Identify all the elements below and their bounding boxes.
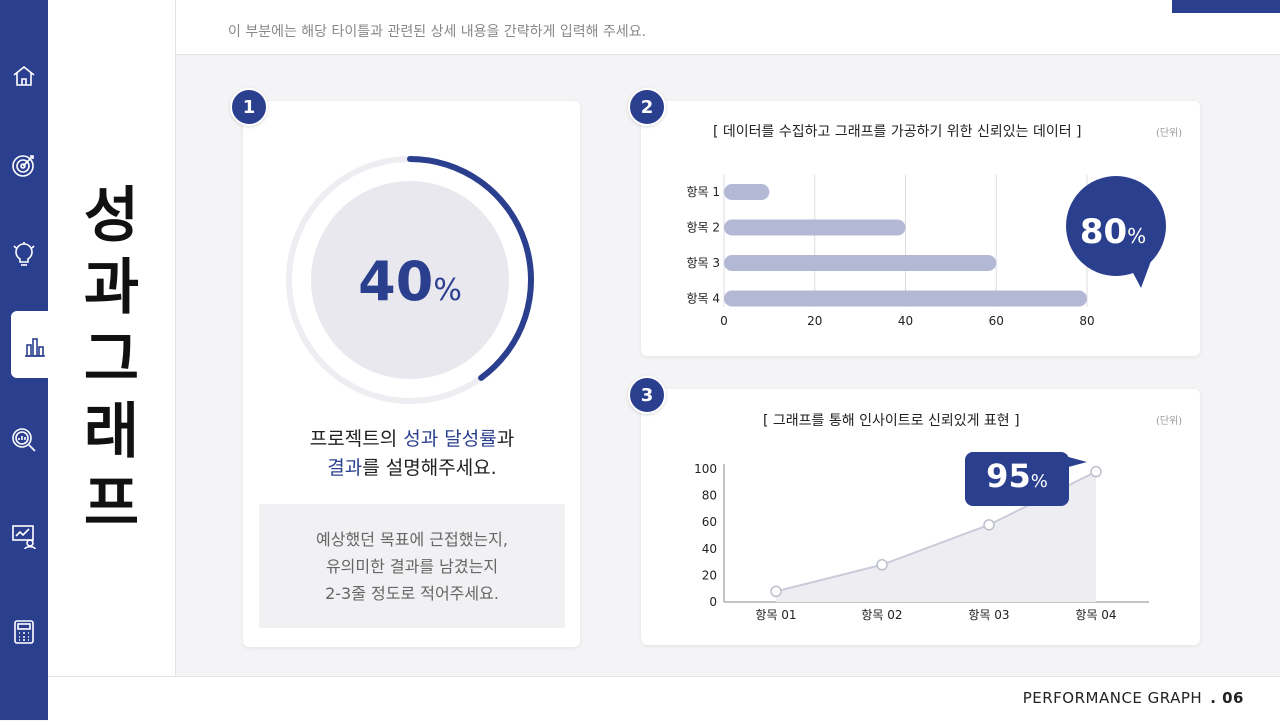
donut-value-sign: %: [433, 273, 462, 308]
desc-highlight: 결과: [327, 457, 363, 479]
area-y-tick-label: 80: [702, 489, 717, 503]
bar-x-tick-label: 0: [720, 314, 728, 328]
area-point: [770, 585, 782, 598]
callout-sign: %: [1031, 471, 1048, 492]
bubble-tail: [1131, 261, 1151, 288]
page-title: 성 과 그 래 프: [48, 180, 175, 540]
note-line: 유의미한 결과를 남겼는지: [325, 556, 499, 576]
bar-x-tick-label: 20: [807, 314, 822, 328]
bar-category-label: 항목 1: [686, 185, 720, 199]
donut-inner: [311, 181, 509, 379]
sidebar: [0, 0, 71, 720]
bar-chart-unit: (단위): [1156, 128, 1183, 139]
note-line: 2-3줄 정도로 적어주세요.: [325, 583, 499, 603]
bar: [724, 219, 906, 236]
callout-annotation: 95%: [965, 452, 1087, 506]
note-box: 예상했던 목표에 근접했는지, 유의미한 결과를 남겼는지 2-3줄 정도로 적…: [259, 504, 565, 628]
bar-chart-icon: [22, 333, 48, 363]
bar-category-label: 항목 3: [686, 256, 720, 270]
bubble-label: 80%: [1080, 212, 1146, 252]
desc-text: 프로젝트의: [309, 428, 404, 450]
area-y-tick-label: 100: [694, 462, 717, 476]
footer: PERFORMANCE GRAPH . 06: [48, 676, 1280, 721]
title-char: 성: [83, 181, 140, 251]
bar-category-label: 항목 2: [686, 221, 720, 235]
line-chart-unit: (단위): [1156, 416, 1183, 427]
title-char: 과: [83, 253, 140, 323]
callout-label: 95%: [986, 457, 1048, 495]
search-analytics-icon[interactable]: [10, 426, 38, 454]
area-point: [983, 519, 995, 531]
header-subtitle: 이 부분에는 해당 타이틀과 관련된 상세 내용을 간략하게 입력해 주세요.: [228, 24, 647, 40]
callout-tail: [1061, 455, 1087, 469]
header: 이 부분에는 해당 타이틀과 관련된 상세 내용을 간략하게 입력해 주세요.: [176, 0, 1280, 55]
donut-value: 40%: [310, 250, 510, 313]
footer-title: PERFORMANCE GRAPH: [1022, 689, 1203, 707]
bubble-annotation: 80%: [1066, 176, 1166, 288]
bar: [724, 290, 1087, 307]
bar-x-tick-label: 40: [898, 314, 913, 328]
footer-label: PERFORMANCE GRAPH . 06: [1023, 689, 1244, 707]
area-x-tick-label: 항목 03: [968, 608, 1009, 622]
bar-chart-title: [ 데이터를 수집하고 그래프를 가공하기 위한 신뢰있는 데이터 ]: [713, 124, 1082, 140]
area-y-tick-label: 40: [702, 542, 717, 556]
callout-shape: [965, 452, 1069, 506]
header-accent-bar: [1172, 0, 1280, 13]
lightbulb-icon[interactable]: [10, 240, 38, 268]
card3-number-badge: 3: [628, 376, 666, 414]
area-x-tick-label: 항목 02: [861, 608, 902, 622]
presentation-icon[interactable]: [10, 523, 38, 551]
donut-value-number: 40: [358, 250, 434, 313]
page-number: . 06: [1210, 689, 1244, 707]
title-column: 성 과 그 래 프: [48, 0, 176, 676]
line-chart-title: [ 그래프를 통해 인사이트로 신뢰있게 표현 ]: [763, 413, 1020, 429]
bar-x-tick-label: 80: [1079, 314, 1094, 328]
title-char: 프: [83, 469, 140, 539]
bar: [724, 184, 770, 200]
donut-progress-arc: [407, 156, 534, 381]
desc-text: 과: [496, 428, 515, 450]
title-char: 그: [83, 325, 140, 395]
card2-number-badge: 2: [628, 88, 666, 126]
area-y-tick-label: 60: [702, 515, 717, 529]
desc-text: 를 설명해주세요.: [362, 457, 497, 479]
title-char: 래: [83, 397, 140, 467]
area-chart: 0 20 40 60 80 100 항목 01 항목 02 항목 03 항목 04 95%: [694, 452, 1149, 622]
area-x-tick-label: 항목 01: [755, 608, 796, 622]
target-icon[interactable]: [10, 151, 38, 179]
bar: [724, 255, 997, 271]
project-description: 프로젝트의 성과 달성률과 결과를 설명해주세요.: [245, 425, 579, 483]
area-fill: [776, 471, 1096, 602]
calculator-icon[interactable]: [10, 618, 38, 646]
area-y-tick-label: 20: [702, 568, 717, 582]
bubble-shape: [1066, 176, 1166, 276]
area-x-tick-label: 항목 04: [1075, 608, 1116, 622]
bar-x-tick-label: 60: [989, 314, 1004, 328]
callout-value: 95: [986, 457, 1031, 495]
bar-category-label: 항목 4: [686, 292, 720, 306]
area-point: [1090, 465, 1102, 478]
note-line: 예상했던 목표에 근접했는지,: [316, 529, 508, 549]
card1-number-badge: 1: [230, 88, 268, 126]
desc-highlight: 성과 달성률: [403, 428, 497, 450]
area-point: [876, 559, 888, 571]
bubble-sign: %: [1127, 224, 1146, 248]
donut-chart: [286, 156, 534, 404]
bar-chart: 0 20 40 60 80 항목 1 항목 2 항목 3 항목 4 80%: [686, 175, 1166, 328]
bubble-value: 80: [1080, 212, 1127, 252]
home-icon[interactable]: [10, 62, 38, 90]
area-y-tick-label: 0: [709, 595, 717, 609]
